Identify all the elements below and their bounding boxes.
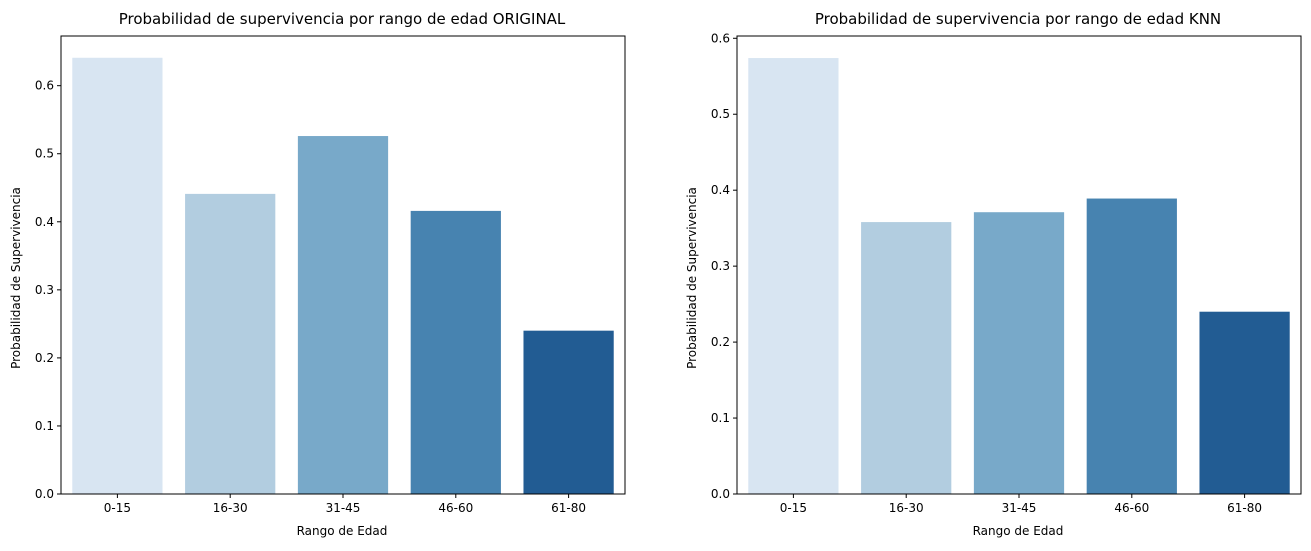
bar-31-45 <box>297 136 389 495</box>
x-tick-label: 31-45 <box>1002 501 1037 515</box>
y-tick-label: 0.2 <box>711 335 730 349</box>
chart-title: Probabilidad de supervivencia por rango … <box>815 10 1221 28</box>
x-axis-label: Rango de Edad <box>297 524 388 538</box>
y-tick-label: 0.1 <box>711 411 730 425</box>
x-tick-label: 31-45 <box>326 501 361 515</box>
bar-46-60 <box>410 210 501 494</box>
y-tick-label: 0.4 <box>711 183 730 197</box>
x-tick-label: 46-60 <box>1114 501 1149 515</box>
x-tick-label: 61-80 <box>1227 501 1262 515</box>
y-tick-label: 0.4 <box>35 215 54 229</box>
bar-16-30 <box>185 193 276 494</box>
bar-0-15 <box>72 57 163 494</box>
chart-knn: Probabilidad de supervivencia por rango … <box>685 10 1302 538</box>
bar-31-45 <box>973 212 1065 494</box>
x-tick-label: 16-30 <box>889 501 924 515</box>
chart-title: Probabilidad de supervivencia por rango … <box>119 10 566 28</box>
y-axis-label: Probabilidad de Supervivencia <box>685 187 699 369</box>
y-tick-label: 0.5 <box>35 147 54 161</box>
y-tick-label: 0.3 <box>711 259 730 273</box>
x-tick-label: 46-60 <box>438 501 473 515</box>
x-tick-label: 16-30 <box>213 501 248 515</box>
y-tick-label: 0.0 <box>35 487 54 501</box>
bar-0-15 <box>748 58 839 494</box>
bar-61-80 <box>523 330 614 494</box>
x-tick-label: 0-15 <box>104 501 131 515</box>
chart-original: Probabilidad de supervivencia por rango … <box>9 10 626 538</box>
bar-16-30 <box>861 222 952 494</box>
y-tick-label: 0.1 <box>35 419 54 433</box>
plot-area: 0-15 16-30 31-45 46-60 61-80 0.0 0.1 0.2 0.3 0.4 0… <box>35 35 626 515</box>
y-tick-label: 0.3 <box>35 283 54 297</box>
x-tick-label: 0-15 <box>780 501 807 515</box>
y-tick-label: 0.2 <box>35 351 54 365</box>
x-axis-label: Rango de Edad <box>973 524 1064 538</box>
y-tick-label: 0.6 <box>711 31 730 45</box>
plot-area: 0-15 16-30 31-45 46-60 61-80 0.0 0.1 0.2 0.3 0.4 0… <box>711 31 1302 515</box>
y-tick-label: 0.5 <box>711 107 730 121</box>
bar-61-80 <box>1199 311 1290 494</box>
y-tick-label: 0.6 <box>35 79 54 93</box>
x-tick-label: 61-80 <box>551 501 586 515</box>
y-tick-label: 0.0 <box>711 487 730 501</box>
bar-46-60 <box>1086 198 1177 495</box>
y-axis-label: Probabilidad de Supervivencia <box>9 187 23 369</box>
